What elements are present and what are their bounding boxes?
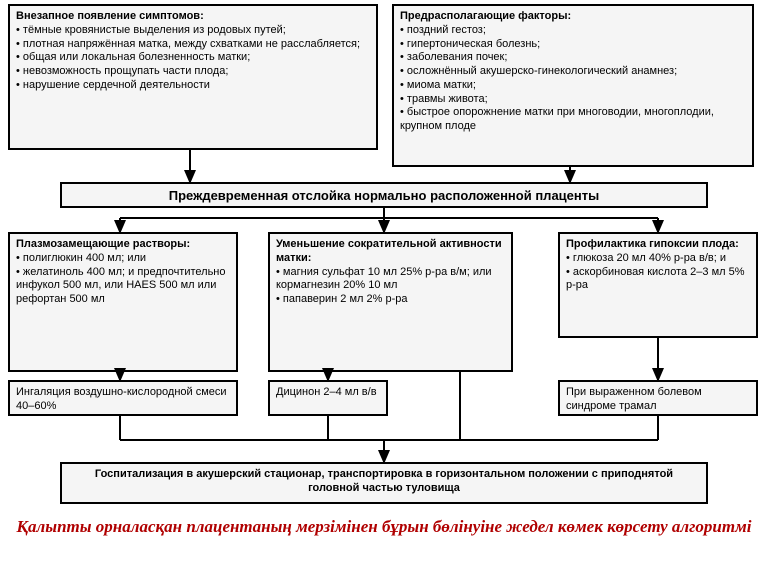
list-item: поздний гестоз; <box>400 24 746 38</box>
tramal-box: При выраженном болевом синдроме трамал <box>558 380 758 416</box>
list-item: миома матки; <box>400 79 746 93</box>
list-item: тёмные кровянистые выделения из родовых … <box>16 24 370 38</box>
list-item: глюкоза 20 мл 40% р-ра в/в; и <box>566 252 750 266</box>
uterus-title: Уменьшение сократительной активности мат… <box>276 238 505 266</box>
list-item: общая или локальная болезненность матки; <box>16 51 370 65</box>
list-item: папаверин 2 мл 2% р-ра <box>276 293 505 307</box>
hypoxia-title: Профилактика гипоксии плода: <box>566 238 750 252</box>
list-item: гипертоническая болезнь; <box>400 38 746 52</box>
plasma-list: полиглюкин 400 мл; или желатиноль 400 мл… <box>16 252 230 307</box>
uterus-box: Уменьшение сократительной активности мат… <box>268 232 513 372</box>
symptoms-title: Внезапное появление симптомов: <box>16 10 370 24</box>
symptoms-list: тёмные кровянистые выделения из родовых … <box>16 24 370 93</box>
factors-box: Предрасполагающие факторы: поздний гесто… <box>392 4 754 167</box>
symptoms-box: Внезапное появление симптомов: тёмные кр… <box>8 4 378 150</box>
plasma-title: Плазмозамещающие растворы: <box>16 238 230 252</box>
list-item: нарушение сердечной деятельности <box>16 79 370 93</box>
list-item: плотная напряжённая матка, между схватка… <box>16 38 370 52</box>
list-item: желатиноль 400 мл; и предпочтительно инф… <box>16 266 230 307</box>
list-item: заболевания почек; <box>400 51 746 65</box>
plasma-box: Плазмозамещающие растворы: полиглюкин 40… <box>8 232 238 372</box>
caption-text: Қалыпты орналасқан плацентаның мерзіміне… <box>0 516 768 537</box>
uterus-list: магния сульфат 10 мл 25% р-ра в/м; или к… <box>276 266 505 307</box>
factors-list: поздний гестоз; гипертоническая болезнь;… <box>400 24 746 134</box>
hypoxia-list: глюкоза 20 мл 40% р-ра в/в; и аскорбинов… <box>566 252 750 293</box>
list-item: осложнённый акушерско-гинекологический а… <box>400 65 746 79</box>
dicinon-box: Дицинон 2–4 мл в/в <box>268 380 388 416</box>
inhalation-box: Ингаляция воздушно-кислородной смеси 40–… <box>8 380 238 416</box>
list-item: травмы живота; <box>400 93 746 107</box>
list-item: быстрое опорожнение матки при многоводии… <box>400 106 746 134</box>
list-item: невозможность прощупать части плода; <box>16 65 370 79</box>
center-title-box: Преждевременная отслойка нормально распо… <box>60 182 708 208</box>
list-item: полиглюкин 400 мл; или <box>16 252 230 266</box>
hypoxia-box: Профилактика гипоксии плода: глюкоза 20 … <box>558 232 758 338</box>
list-item: магния сульфат 10 мл 25% р-ра в/м; или к… <box>276 266 505 294</box>
factors-title: Предрасполагающие факторы: <box>400 10 746 24</box>
hospital-box: Госпитализация в акушерский стационар, т… <box>60 462 708 504</box>
list-item: аскорбиновая кислота 2–3 мл 5% р-ра <box>566 266 750 294</box>
